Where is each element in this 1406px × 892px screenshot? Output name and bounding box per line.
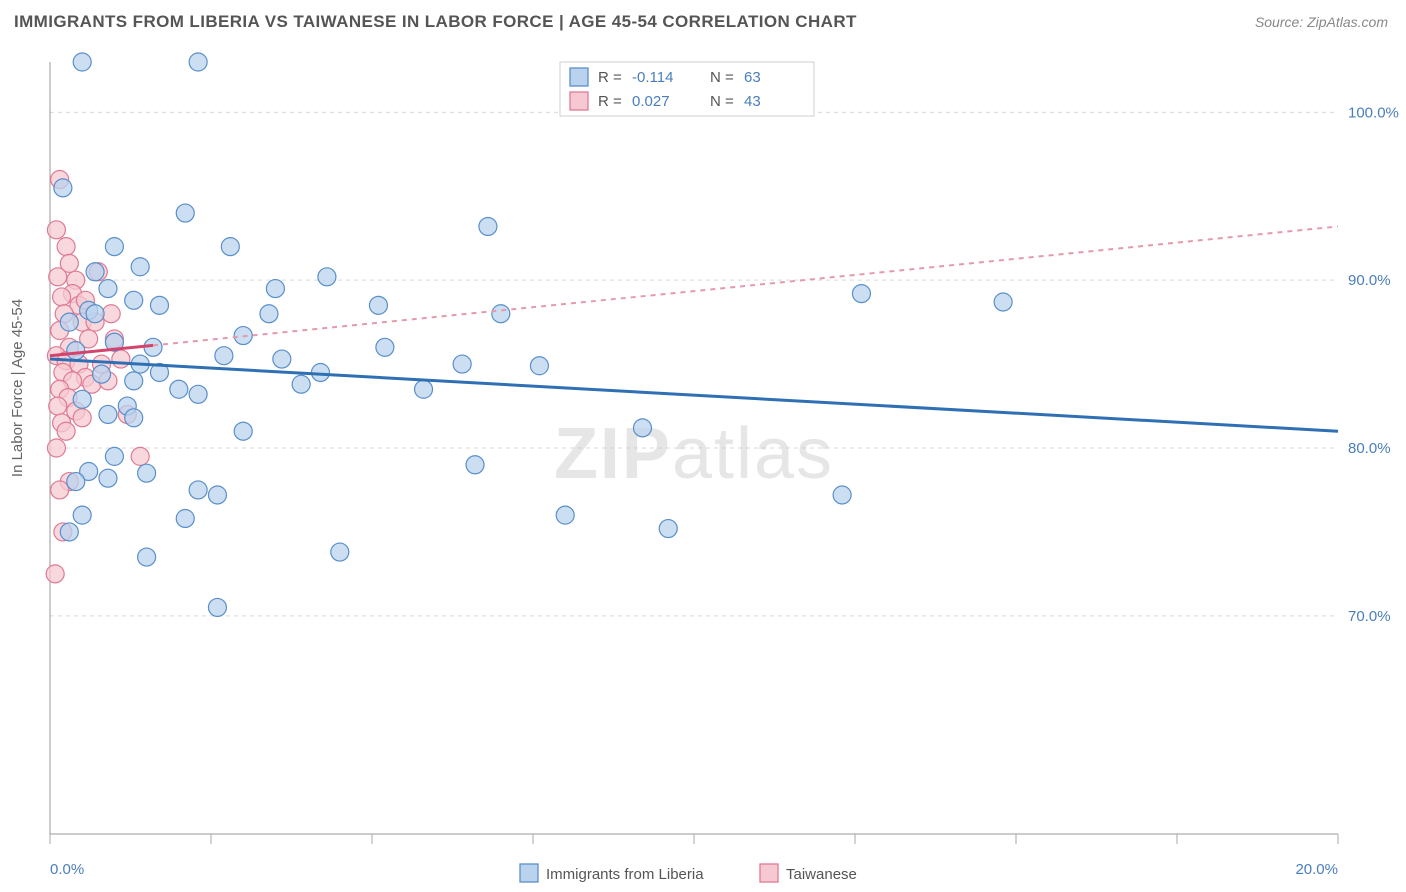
point-liberia <box>54 179 72 197</box>
point-liberia <box>833 486 851 504</box>
point-liberia <box>73 506 91 524</box>
point-liberia <box>125 409 143 427</box>
point-liberia <box>73 390 91 408</box>
stats-n-label: N = <box>710 93 734 110</box>
chart-header: IMMIGRANTS FROM LIBERIA VS TAIWANESE IN … <box>0 0 1406 44</box>
point-taiwanese <box>47 221 65 239</box>
point-liberia <box>492 305 510 323</box>
point-liberia <box>67 473 85 491</box>
point-taiwanese <box>57 422 75 440</box>
legend-label: Taiwanese <box>786 866 857 883</box>
point-liberia <box>530 357 548 375</box>
stats-swatch <box>570 92 588 110</box>
point-taiwanese <box>57 238 75 256</box>
point-liberia <box>415 380 433 398</box>
stats-n-label: N = <box>710 69 734 86</box>
point-liberia <box>260 305 278 323</box>
y-tick-label: 70.0% <box>1348 608 1391 625</box>
stats-r-value: 0.027 <box>632 93 670 110</box>
point-taiwanese <box>49 397 67 415</box>
y-axis-title: In Labor Force | Age 45-54 <box>9 299 26 477</box>
point-liberia <box>215 347 233 365</box>
point-taiwanese <box>49 268 67 286</box>
point-liberia <box>234 422 252 440</box>
point-liberia <box>479 217 497 235</box>
point-liberia <box>105 238 123 256</box>
point-liberia <box>189 481 207 499</box>
point-liberia <box>189 385 207 403</box>
point-taiwanese <box>102 305 120 323</box>
point-liberia <box>208 598 226 616</box>
point-liberia <box>99 280 117 298</box>
chart-title: IMMIGRANTS FROM LIBERIA VS TAIWANESE IN … <box>14 12 857 32</box>
point-liberia <box>176 509 194 527</box>
point-taiwanese <box>47 439 65 457</box>
point-taiwanese <box>112 350 130 368</box>
point-liberia <box>292 375 310 393</box>
point-liberia <box>60 313 78 331</box>
legend-swatch <box>520 864 538 882</box>
point-liberia <box>556 506 574 524</box>
point-liberia <box>633 419 651 437</box>
trendline-taiwanese-dashed <box>153 226 1338 345</box>
point-liberia <box>189 53 207 71</box>
point-taiwanese <box>51 481 69 499</box>
point-liberia <box>659 520 677 538</box>
point-liberia <box>208 486 226 504</box>
point-liberia <box>331 543 349 561</box>
stats-r-label: R = <box>598 93 622 110</box>
point-liberia <box>86 263 104 281</box>
legend-swatch <box>760 864 778 882</box>
point-liberia <box>125 372 143 390</box>
watermark: ZIPatlas <box>554 414 834 494</box>
point-taiwanese <box>53 288 71 306</box>
point-liberia <box>266 280 284 298</box>
y-tick-label: 100.0% <box>1348 104 1399 121</box>
point-liberia <box>466 456 484 474</box>
point-liberia <box>73 53 91 71</box>
chart-area: 0.0% 20.0% 70.0% 80.0% 90.0% 100.0% In Labor F… <box>0 44 1406 892</box>
y-tick-label: 80.0% <box>1348 440 1391 457</box>
chart-source: Source: ZipAtlas.com <box>1255 14 1388 30</box>
legend-label: Immigrants from Liberia <box>546 866 704 883</box>
point-liberia <box>131 258 149 276</box>
stats-r-value: -0.114 <box>632 69 673 86</box>
stats-n-value: 43 <box>744 93 761 110</box>
point-liberia <box>99 405 117 423</box>
scatter-chart: 0.0% 20.0% 70.0% 80.0% 90.0% 100.0% In Labor F… <box>0 44 1406 892</box>
point-liberia <box>93 365 111 383</box>
point-liberia <box>376 338 394 356</box>
point-taiwanese <box>46 565 64 583</box>
stats-r-label: R = <box>598 69 622 86</box>
point-taiwanese <box>73 409 91 427</box>
point-liberia <box>176 204 194 222</box>
point-liberia <box>852 285 870 303</box>
x-tick-label: 0.0% <box>50 861 84 878</box>
point-liberia <box>273 350 291 368</box>
point-liberia <box>125 291 143 309</box>
point-liberia <box>221 238 239 256</box>
point-liberia <box>150 296 168 314</box>
point-liberia <box>170 380 188 398</box>
point-liberia <box>453 355 471 373</box>
y-tick-label: 90.0% <box>1348 272 1391 289</box>
point-liberia <box>318 268 336 286</box>
point-liberia <box>369 296 387 314</box>
point-liberia <box>138 548 156 566</box>
point-liberia <box>994 293 1012 311</box>
point-liberia <box>67 342 85 360</box>
x-tick-label: 20.0% <box>1295 861 1338 878</box>
stats-swatch <box>570 68 588 86</box>
point-liberia <box>86 305 104 323</box>
point-taiwanese <box>131 447 149 465</box>
point-liberia <box>138 464 156 482</box>
stats-n-value: 63 <box>744 69 761 86</box>
point-liberia <box>99 469 117 487</box>
point-liberia <box>60 523 78 541</box>
point-liberia <box>105 447 123 465</box>
